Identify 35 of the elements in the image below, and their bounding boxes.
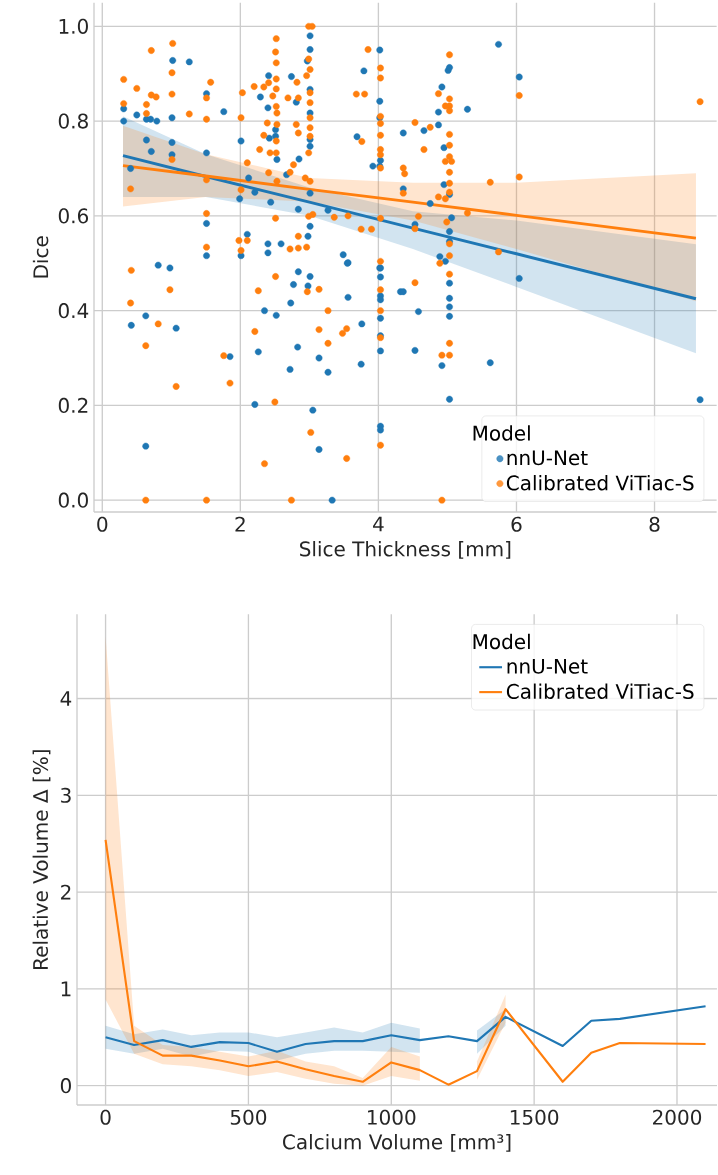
y-tick-label: 0.8 (58, 113, 89, 129)
legend-label: Calibrated ViTiac-S (507, 475, 694, 491)
line-series (104, 838, 707, 1086)
y-tick-label: 0.4 (58, 303, 89, 319)
x-axis-title: Slice Thickness [mm] (300, 541, 511, 559)
legend-title: Model (473, 425, 530, 441)
y-tick-label: 0.6 (58, 208, 89, 224)
y-axis-title: Relative Volume Δ [%] (32, 750, 51, 969)
legend-label: nnU-Net (507, 450, 588, 466)
y-tick-label: 2 (61, 884, 71, 900)
x-axis-title: Calcium Volume [mm³] (283, 1134, 511, 1152)
x-tick-label: 4 (373, 516, 384, 532)
y-tick-label: 3 (61, 787, 71, 803)
legend-label: Calibrated ViTiac-S (507, 683, 694, 699)
x-tick-label: 0 (100, 1109, 111, 1125)
y-tick-label: 1.0 (59, 18, 89, 34)
legend-label: nnU-Net (507, 658, 588, 674)
line-series (104, 1005, 707, 1053)
y-tick-label: 0 (61, 1078, 72, 1094)
x-tick-label: 2000 (653, 1109, 702, 1125)
x-tick-label: 6 (511, 516, 522, 532)
y-tick-label: 0.0 (58, 492, 89, 508)
line-series (121, 154, 698, 301)
y-tick-label: 0.2 (58, 397, 88, 413)
y-axis-title: Dice (33, 236, 49, 278)
line-series (121, 164, 698, 240)
y-tick-label: 1 (61, 981, 71, 997)
x-tick-label: 1500 (511, 1109, 559, 1125)
x-tick-label: 8 (649, 516, 660, 532)
x-tick-label: 1000 (368, 1109, 416, 1125)
x-tick-label: 500 (231, 1109, 267, 1125)
x-tick-label: 2 (235, 516, 245, 532)
x-tick-label: 0 (97, 516, 108, 532)
y-tick-label: 4 (60, 691, 72, 706)
legend-title: Model (473, 633, 530, 650)
